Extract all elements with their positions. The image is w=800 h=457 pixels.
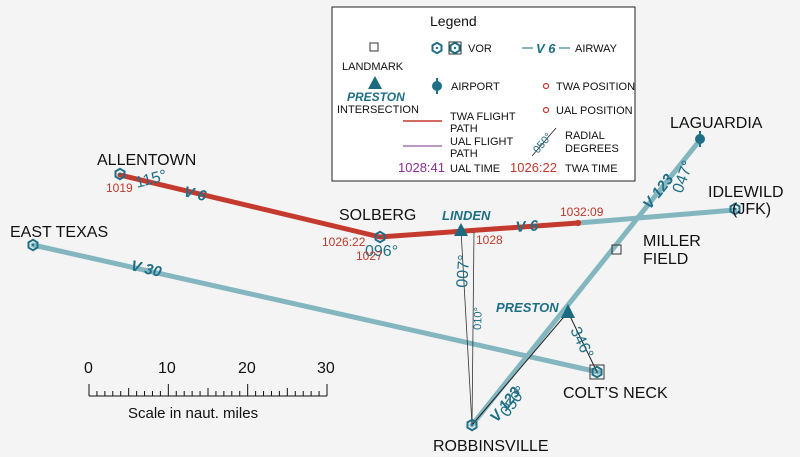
radial-line-050 bbox=[471, 311, 569, 426]
legend-airport-icon bbox=[432, 78, 442, 94]
twa-position-marker bbox=[574, 219, 582, 227]
legend-airway-sample: V 6 bbox=[536, 41, 556, 56]
scale-ticks bbox=[88, 384, 328, 396]
legend-twa-time-label: TWA TIME bbox=[565, 163, 618, 175]
radial-label-047: 047° bbox=[670, 158, 697, 195]
legend-airway-label: AIRWAY bbox=[575, 43, 618, 55]
label-solberg: SOLBERG bbox=[339, 207, 416, 224]
airway-v6-east bbox=[575, 207, 738, 226]
legend-twa-path-label-1: TWA FLIGHT bbox=[450, 111, 516, 123]
legend-title: Legend bbox=[430, 13, 477, 29]
legend-radial-line bbox=[531, 127, 557, 157]
scale-tick-30: 30 bbox=[317, 360, 335, 377]
legend-ual-time-label: UAL TIME bbox=[450, 163, 500, 175]
airway-label-v6-west: V 6 bbox=[182, 183, 208, 205]
airport-icon-laguardia bbox=[695, 131, 705, 147]
legend-vor-label: VOR bbox=[468, 43, 492, 55]
legend-preston-sample: PRESTON bbox=[347, 90, 405, 104]
legend-box bbox=[331, 6, 636, 182]
legend-airport-label: AIRPORT bbox=[451, 81, 500, 93]
scale-tick-20: 20 bbox=[238, 360, 256, 377]
label-east-texas: EAST TEXAS bbox=[10, 224, 108, 241]
legend-twa-path-label-2: PATH bbox=[450, 123, 478, 135]
legend-radial-label-1: RADIAL bbox=[565, 130, 605, 142]
radial-label-115: 115° bbox=[134, 167, 169, 192]
airway-label-v6-east: V 6 bbox=[515, 217, 539, 236]
label-robbinsville: ROBBINSVILLE bbox=[433, 438, 549, 455]
legend-ual-path-label-2: PATH bbox=[450, 148, 478, 160]
radial-lines bbox=[460, 229, 598, 426]
label-laguardia: LAGUARDIA bbox=[670, 115, 763, 132]
legend-landmark-label: LANDMARK bbox=[342, 61, 404, 73]
time-1026-22: 1026:22 bbox=[322, 235, 366, 249]
legend-intersection-label: INTERSECTION bbox=[337, 104, 419, 116]
vor-icon-colts-neck bbox=[589, 364, 605, 380]
legend-landmark-icon bbox=[369, 42, 379, 52]
landmark-icon-miller-field bbox=[611, 244, 622, 255]
label-miller: MILLER bbox=[643, 233, 701, 250]
legend-ual-position-icon bbox=[542, 106, 550, 114]
intersection-icon-preston bbox=[561, 304, 575, 318]
legend-vor-box-icon bbox=[448, 41, 462, 55]
radial-label-010: 010° bbox=[472, 307, 485, 330]
airways bbox=[30, 137, 738, 428]
legend: Legend VOR V 6 AIRWAY LANDMARK AIRPORT T… bbox=[331, 6, 636, 182]
radial-label-096: 096° bbox=[365, 243, 398, 260]
legend-ual-position-label: UAL POSITION bbox=[556, 105, 633, 117]
legend-twa-position-icon bbox=[542, 82, 550, 90]
radial-line-346 bbox=[567, 311, 598, 373]
time-1032-09: 1032:09 bbox=[560, 205, 604, 219]
time-1027: 1027 bbox=[356, 249, 383, 263]
label-preston: PRESTON bbox=[496, 300, 559, 315]
airway-label-v30: V 30 bbox=[129, 257, 164, 281]
legend-twa-time-sample: 1026:22 bbox=[510, 160, 557, 175]
legend-intersection-icon bbox=[368, 76, 382, 89]
time-1028: 1028 bbox=[476, 233, 503, 247]
radial-line-007 bbox=[460, 229, 473, 426]
scale-tick-0: 0 bbox=[84, 360, 93, 377]
label-idlewild: IDLEWILD bbox=[708, 184, 784, 201]
airway-v30 bbox=[30, 242, 601, 375]
radial-line-010 bbox=[471, 231, 475, 426]
label-jfk: (JFK) bbox=[732, 201, 771, 218]
airway-v123 bbox=[469, 137, 703, 428]
radial-label-346: 346° bbox=[566, 324, 596, 361]
intersection-icon-linden bbox=[454, 223, 468, 236]
label-colts-neck: COLT’S NECK bbox=[563, 385, 668, 402]
legend-ual-time-sample: 1028:41 bbox=[398, 160, 445, 175]
label-allentown: ALLENTOWN bbox=[97, 152, 196, 169]
legend-twa-position-label: TWA POSITION bbox=[556, 81, 635, 93]
time-1019: 1019 bbox=[106, 181, 133, 195]
label-linden: LINDEN bbox=[442, 208, 491, 223]
scale-tick-10: 10 bbox=[158, 360, 176, 377]
scale-caption: Scale in naut. miles bbox=[128, 405, 258, 422]
radial-label-007: 007° bbox=[454, 254, 473, 288]
label-field: FIELD bbox=[643, 251, 688, 268]
scale-bar: 0 10 20 30 Scale in naut. miles bbox=[84, 360, 335, 422]
legend-ual-path-label-1: UAL FLIGHT bbox=[450, 136, 513, 148]
legend-radial-label-2: DEGREES bbox=[565, 143, 619, 155]
